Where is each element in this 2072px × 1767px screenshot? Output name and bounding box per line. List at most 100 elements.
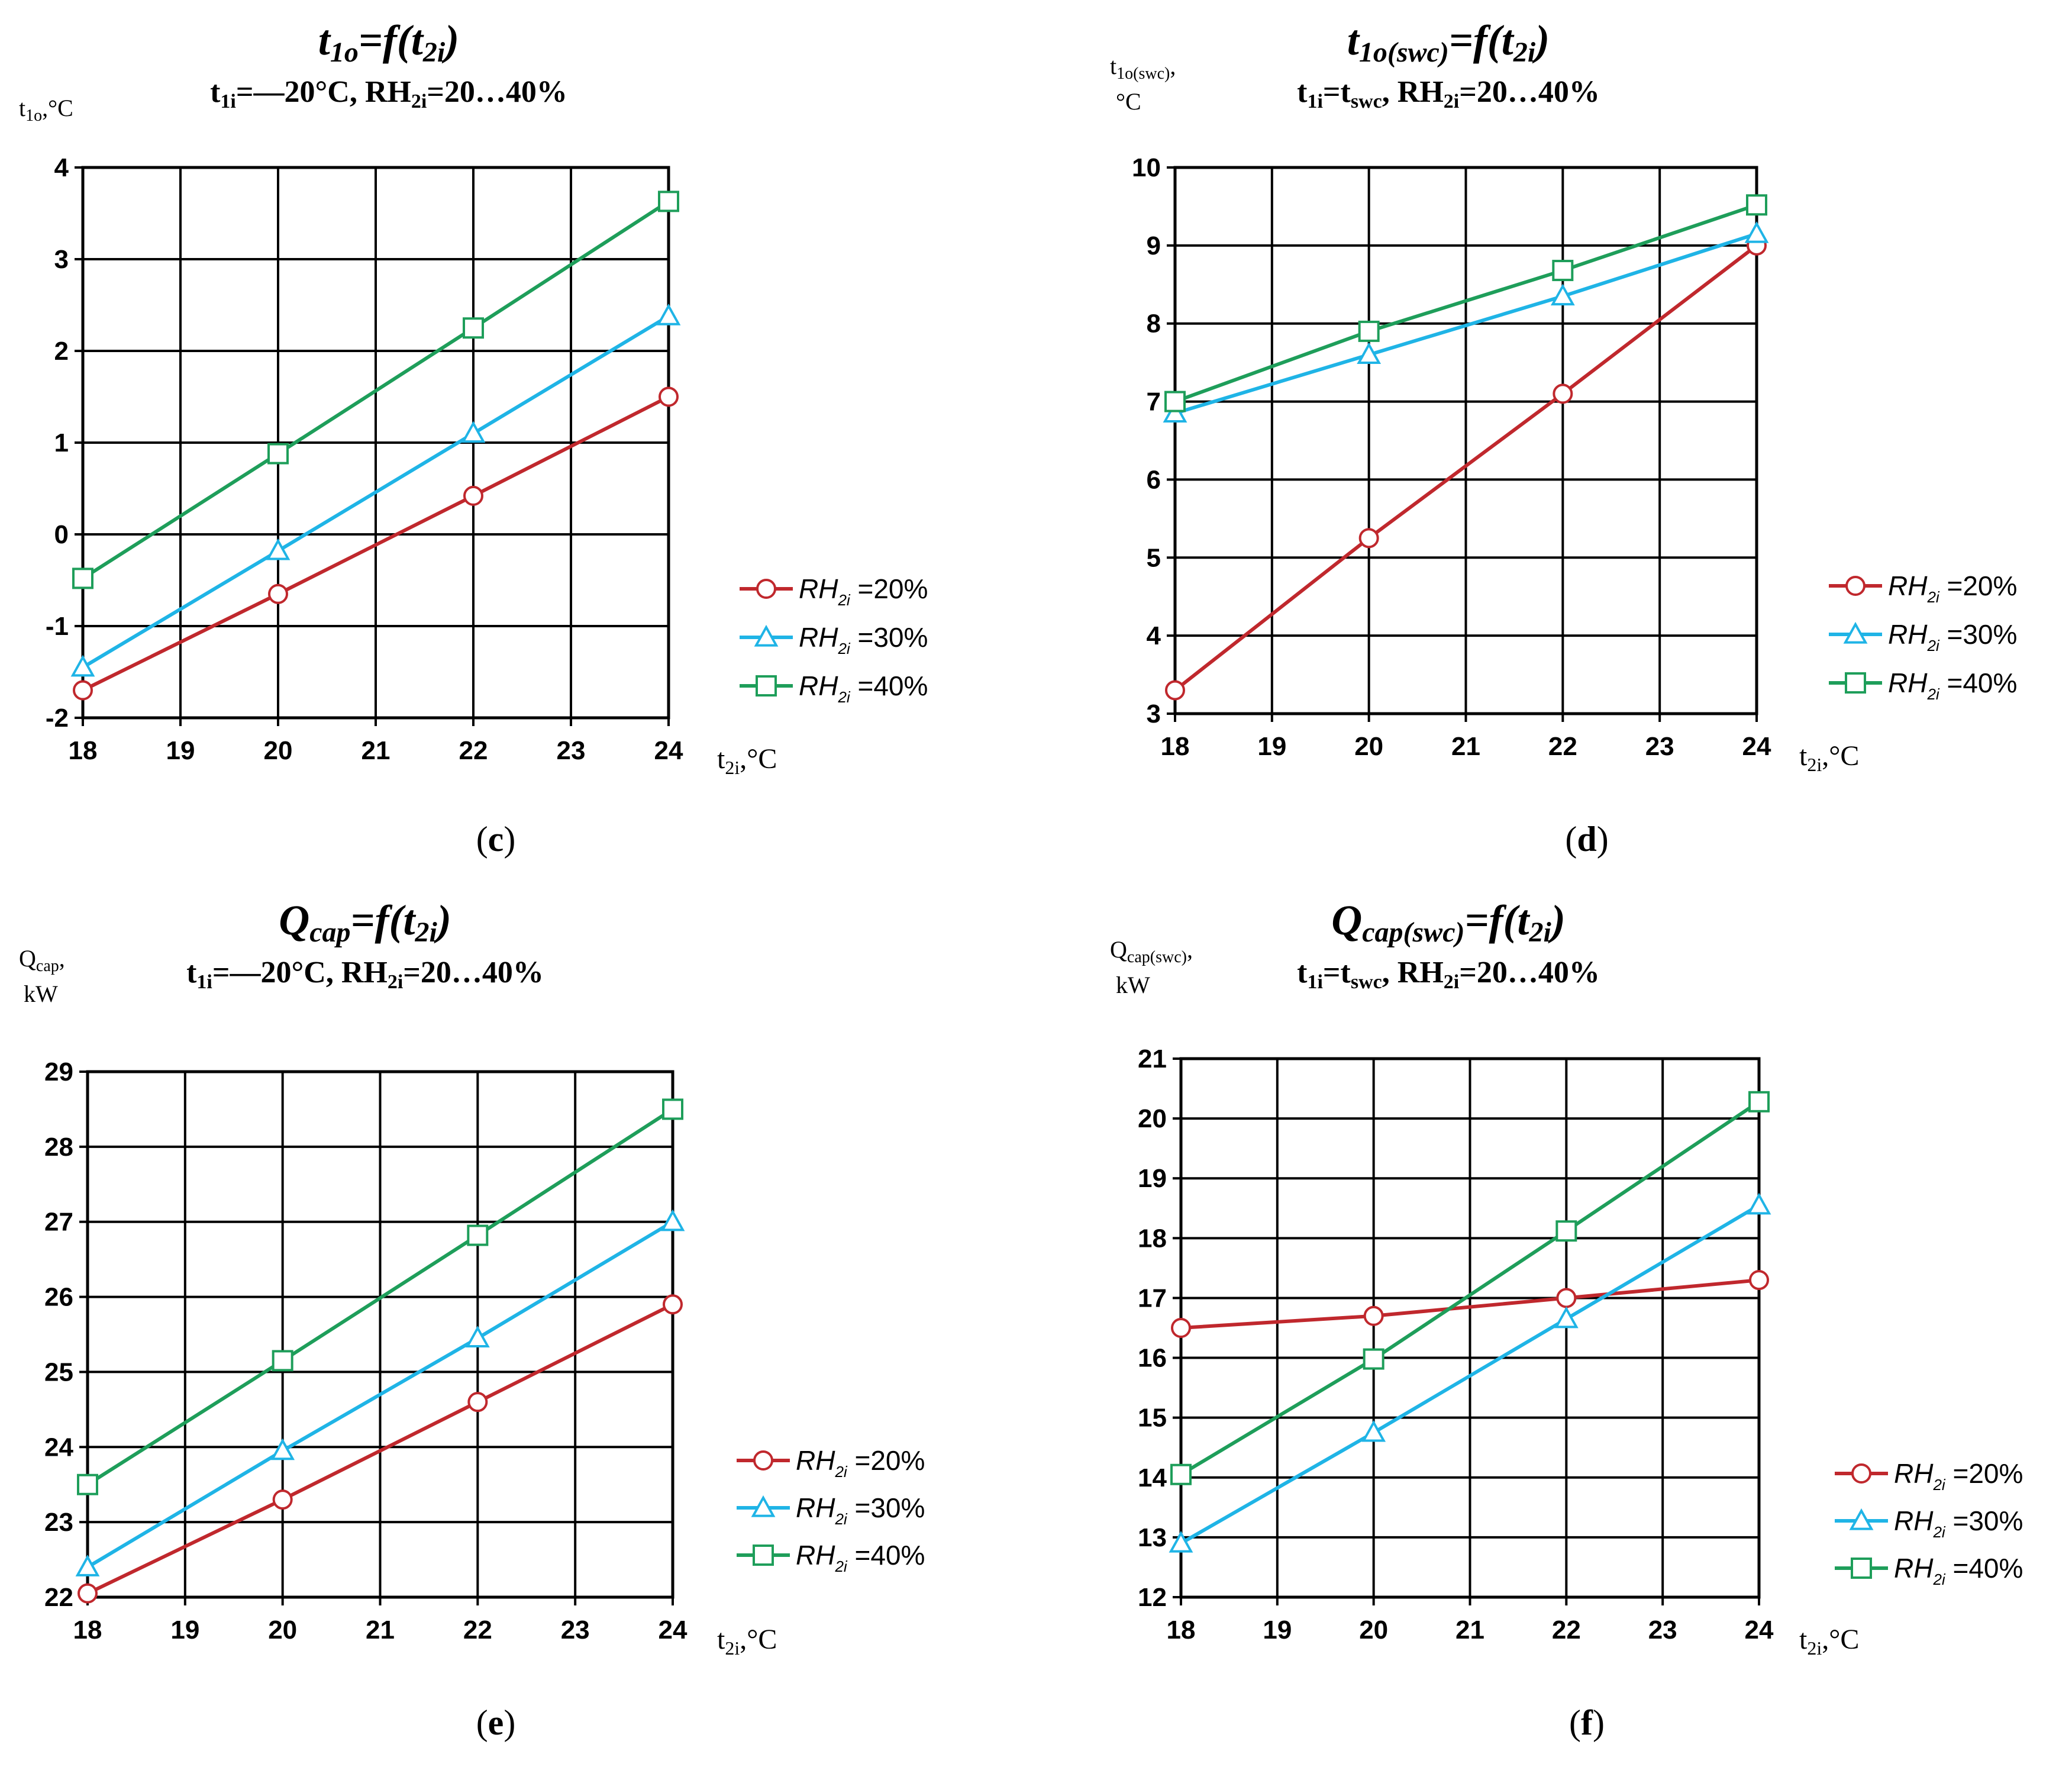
y-tick-label: 23: [44, 1508, 73, 1537]
data-point: [72, 567, 93, 589]
y-tick-label: 21: [1138, 1044, 1167, 1073]
x-tick-label: 24: [1745, 1616, 1774, 1645]
x-tick-label: 24: [1742, 732, 1771, 761]
series-line-0: [1174, 244, 1758, 692]
data-point: [77, 1473, 98, 1495]
legend-swatch-marker: [1845, 576, 1866, 596]
panel-label: (d): [1565, 820, 1608, 859]
y-tick-label: -1: [46, 612, 69, 641]
chart-title: Qcap(swc)=f(t2i): [1331, 897, 1566, 948]
legend-swatch-marker: [1849, 1508, 1874, 1530]
x-tick-label: 18: [1161, 732, 1190, 761]
x-tick-label: 21: [1451, 732, 1480, 761]
plot-area: 18 19 20 21 22 23 24 3 4 5 6 7 8 9 10: [1132, 153, 1771, 761]
data-point: [1550, 283, 1575, 306]
data-point: [1361, 1420, 1386, 1442]
data-point: [1357, 342, 1382, 365]
data-point: [1165, 680, 1185, 701]
data-point: [659, 386, 679, 407]
series-line-2: [86, 1107, 674, 1487]
legend-swatch-marker: [751, 1495, 776, 1517]
series-line-0: [82, 395, 670, 692]
y-tick-label: 0: [54, 520, 69, 549]
legend-swatch-marker: [756, 579, 776, 599]
y-tick-label: 28: [44, 1133, 73, 1162]
data-point: [272, 1489, 293, 1510]
y-tick-label: 25: [44, 1358, 73, 1386]
x-tick-label: 20: [1354, 732, 1383, 761]
y-axis-unit: kW: [24, 981, 58, 1007]
legend-entry-2: RH2i =40%: [1888, 668, 2017, 703]
plot-area: 18 19 20 21 22 23 24 22 23 24 25 26 27 28 29: [44, 1057, 688, 1645]
legend: RH2i =20% RH2i =30% RH2i =40%: [740, 573, 928, 706]
x-axis-label: t2i,°C: [1799, 740, 1859, 775]
x-axis-label: t2i,°C: [1799, 1624, 1859, 1659]
y-tick-label: 29: [44, 1057, 73, 1086]
data-point: [660, 1209, 685, 1231]
y-axis-label: t1o(swc),: [1110, 53, 1176, 83]
y-tick-label: 3: [54, 245, 69, 274]
data-point: [266, 538, 291, 560]
data-point: [1164, 391, 1186, 412]
data-point: [268, 583, 288, 604]
y-tick-label: 7: [1147, 388, 1161, 417]
x-tick-label: 18: [73, 1616, 102, 1645]
x-tick-label: 19: [170, 1616, 199, 1645]
series-line-2: [1180, 1100, 1760, 1476]
data-point: [1554, 1306, 1579, 1329]
data-point: [465, 1326, 490, 1347]
x-tick-label: 21: [366, 1616, 395, 1645]
legend-entry-0: RH2i =20%: [1888, 570, 2017, 606]
data-point: [75, 1555, 100, 1576]
legend-entry-1: RH2i =30%: [799, 622, 928, 657]
chart-e-svg: Qcap=f(t2i) t1i=—20°C, RH2i=20…40% Qcap,…: [19, 897, 925, 1742]
y-tick-label: 4: [1147, 621, 1161, 650]
legend-entry-1: RH2i =30%: [1894, 1505, 2023, 1541]
x-axis-label: t2i,°C: [717, 1624, 777, 1659]
legend-entry-0: RH2i =20%: [799, 573, 928, 609]
x-tick-label: 19: [1263, 1616, 1292, 1645]
legend-entry-2: RH2i =40%: [799, 670, 928, 706]
data-point: [1749, 1270, 1769, 1291]
y-tick-label: 16: [1138, 1344, 1167, 1373]
chart-f-svg: Qcap(swc)=f(t2i) t1i=tswc, RH2i=20…40% Q…: [1110, 897, 2023, 1742]
chart-title: Qcap=f(t2i): [279, 897, 451, 948]
data-point: [1748, 1091, 1770, 1113]
legend-entry-0: RH2i =20%: [1894, 1458, 2023, 1494]
plot-frame: [81, 166, 670, 720]
series-line-0: [86, 1302, 674, 1595]
series-line-2: [1174, 203, 1757, 404]
x-tick-label: 23: [557, 736, 586, 765]
chart-c-svg: t1o=f(t2i) t1i=—20°C, RH2i=20…40% t1o,°C…: [19, 17, 928, 859]
data-point: [461, 421, 486, 443]
legend-swatch-marker: [753, 1450, 773, 1471]
legend-swatch-marker: [1845, 672, 1866, 694]
y-tick-label: 26: [44, 1283, 73, 1312]
data-point: [1363, 1348, 1384, 1370]
data-point: [270, 1438, 295, 1460]
x-tick-label: 22: [463, 1616, 492, 1645]
legend-swatch-marker: [1843, 621, 1868, 644]
x-tick-label: 21: [1455, 1616, 1484, 1645]
series-line-1: [82, 314, 670, 669]
legend: RH2i =20% RH2i =30% RH2i =40%: [1835, 1458, 2023, 1588]
x-tick-label: 22: [459, 736, 488, 765]
data-point: [656, 303, 681, 325]
data-point: [1169, 1530, 1193, 1553]
chart-subtitle: t1i=—20°C, RH2i=20…40%: [210, 75, 567, 112]
data-point: [267, 443, 289, 465]
chart-subtitle: t1i=tswc, RH2i=20…40%: [1297, 956, 1600, 993]
data-point: [1747, 1192, 1771, 1215]
x-tick-label: 23: [1648, 1616, 1677, 1645]
y-axis-unit: °C: [1116, 88, 1141, 115]
data-point: [467, 1392, 488, 1413]
data-point: [662, 1098, 683, 1120]
y-tick-label: 5: [1147, 543, 1161, 572]
chart-title: t1o=f(t2i): [318, 17, 459, 68]
chart-panel-c: t1o=f(t2i) t1i=—20°C, RH2i=20…40% t1o,°C…: [0, 0, 1036, 884]
y-axis-label: Qcap,: [19, 945, 65, 975]
x-tick-label: 20: [268, 1616, 297, 1645]
data-point: [1163, 401, 1187, 423]
data-point: [1556, 1288, 1577, 1308]
